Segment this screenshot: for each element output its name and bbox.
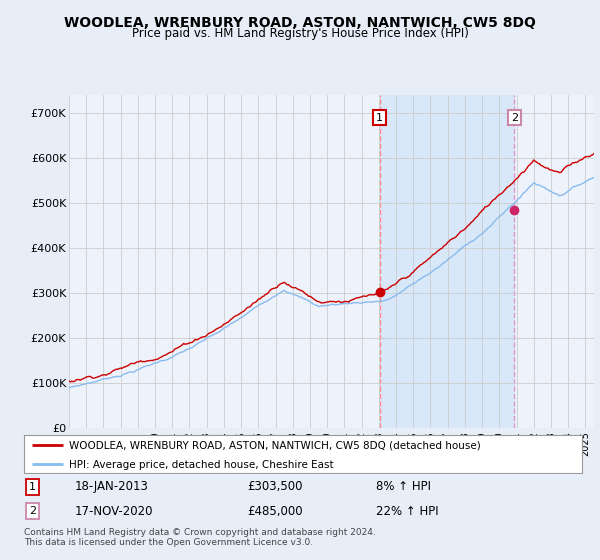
- Text: 1: 1: [29, 482, 36, 492]
- Text: £485,000: £485,000: [247, 505, 303, 518]
- Text: 18-JAN-2013: 18-JAN-2013: [74, 480, 148, 493]
- Text: £303,500: £303,500: [247, 480, 303, 493]
- Bar: [380, 95, 514, 428]
- Text: 2: 2: [511, 113, 518, 123]
- Text: 22% ↑ HPI: 22% ↑ HPI: [376, 505, 438, 518]
- Text: WOODLEA, WRENBURY ROAD, ASTON, NANTWICH, CW5 8DQ: WOODLEA, WRENBURY ROAD, ASTON, NANTWICH,…: [64, 16, 536, 30]
- Text: 2: 2: [29, 506, 36, 516]
- Text: HPI: Average price, detached house, Cheshire East: HPI: Average price, detached house, Ches…: [68, 460, 333, 470]
- Text: WOODLEA, WRENBURY ROAD, ASTON, NANTWICH, CW5 8DQ (detached house): WOODLEA, WRENBURY ROAD, ASTON, NANTWICH,…: [68, 441, 481, 451]
- Text: 1: 1: [376, 113, 383, 123]
- Text: Price paid vs. HM Land Registry's House Price Index (HPI): Price paid vs. HM Land Registry's House …: [131, 27, 469, 40]
- Text: 8% ↑ HPI: 8% ↑ HPI: [376, 480, 431, 493]
- Text: 17-NOV-2020: 17-NOV-2020: [74, 505, 153, 518]
- Text: Contains HM Land Registry data © Crown copyright and database right 2024.
This d: Contains HM Land Registry data © Crown c…: [24, 528, 376, 547]
